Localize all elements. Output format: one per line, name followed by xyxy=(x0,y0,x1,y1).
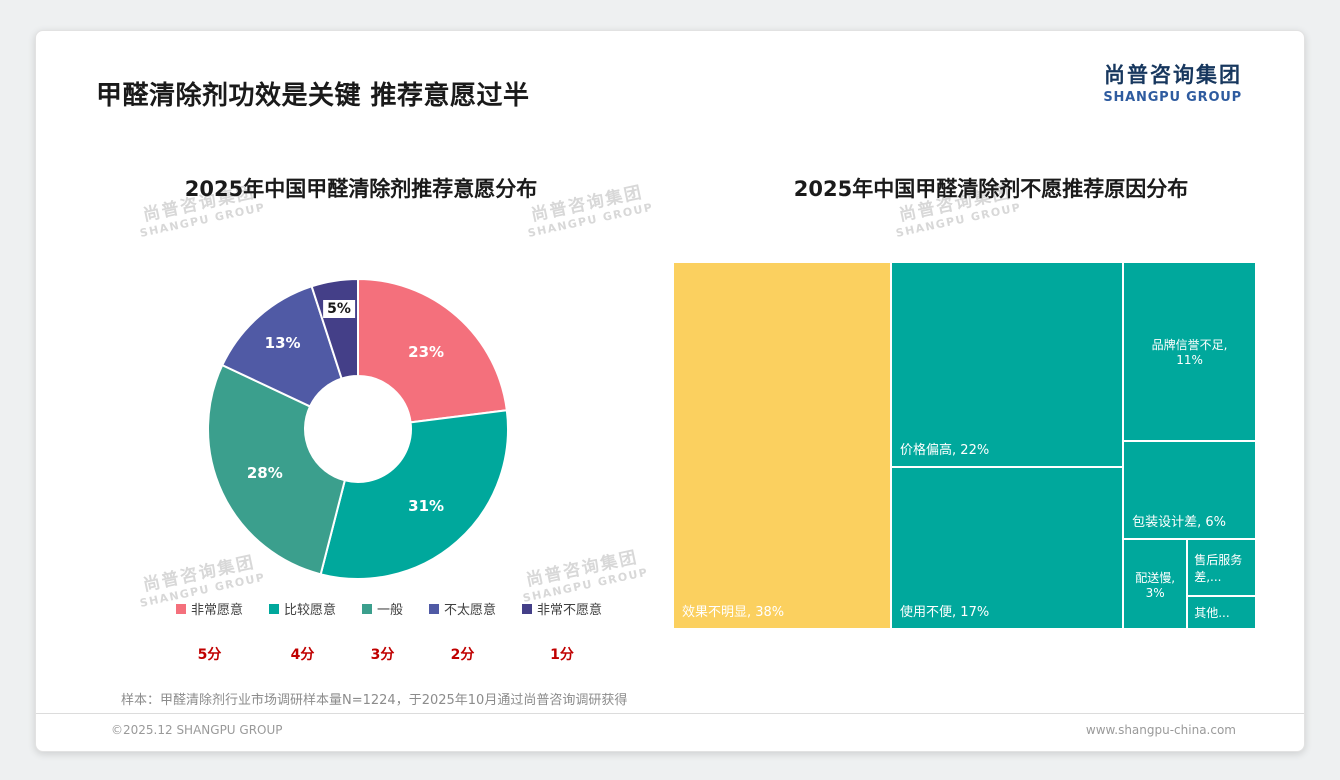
watermark: 尚普咨询集团 SHANGPU GROUP xyxy=(521,547,650,605)
legend-column: 非常不愿意 1分 xyxy=(522,599,602,664)
donut-segment-label: 28% xyxy=(246,463,283,482)
treemap-block: 使用不便, 17% xyxy=(891,467,1124,629)
treemap-chart: 效果不明显, 38% 价格偏高, 22% 使用不便, 17% 品牌信誉不足, 11% 包… xyxy=(673,262,1256,629)
logo: 尚普咨询集团 SHANGPU GROUP xyxy=(1103,59,1242,105)
treemap-block: 价格偏高, 22% xyxy=(891,262,1124,468)
legend-score: 3分 xyxy=(370,647,395,663)
slide-card: 甲醛清除剂功效是关键 推荐意愿过半 尚普咨询集团 SHANGPU GROUP 尚… xyxy=(35,30,1305,752)
treemap-block: 售后服务差,... xyxy=(1187,539,1256,596)
treemap-block-label: 包装设计差, 6% xyxy=(1132,515,1226,531)
legend-swatch xyxy=(268,603,279,614)
legend-item: 不太愿意 xyxy=(429,599,496,618)
footer-divider xyxy=(36,713,1304,714)
legend-swatch xyxy=(175,603,186,614)
legend-label: 比较愿意 xyxy=(283,603,336,618)
legend-column: 比较愿意 4分 xyxy=(268,599,336,664)
legend-item: 非常愿意 xyxy=(175,599,243,618)
donut-svg xyxy=(207,278,509,580)
donut-segment xyxy=(221,285,343,408)
donut-legend: 非常愿意 5分 比较愿意 4分 一般 3分 不太愿意 2分 非常不愿意 1分 xyxy=(124,599,654,664)
legend-score: 5分 xyxy=(197,647,222,663)
legend-swatch xyxy=(429,603,439,614)
footer-copyright: ©2025.12 SHANGPU GROUP xyxy=(111,723,283,737)
treemap-block-label: 售后服务差,... xyxy=(1194,552,1243,584)
donut-segment-label: 13% xyxy=(264,334,301,353)
sample-note: 样本：甲醛清除剂行业市场调研样本量N=1224，于2025年10月通过尚普咨询调… xyxy=(121,693,628,708)
logo-en: SHANGPU GROUP xyxy=(1103,90,1242,105)
page-title: 甲醛清除剂功效是关键 推荐意愿过半 xyxy=(96,81,530,111)
treemap-block: 包装设计差, 6% xyxy=(1123,441,1256,540)
donut-segment-label: 23% xyxy=(408,342,445,361)
treemap-chart-title: 2025年中国甲醛清除剂不愿推荐原因分布 xyxy=(793,177,1189,201)
treemap-block-label: 价格偏高, 22% xyxy=(900,443,990,459)
donut-chart: 23% 31% 28% 13% 5% xyxy=(193,264,523,594)
donut-segment xyxy=(319,409,509,580)
treemap-block: 配送慢, 3% xyxy=(1123,539,1188,629)
donut-segment xyxy=(357,278,508,424)
donut-chart-title: 2025年中国甲醛清除剂推荐意愿分布 xyxy=(184,177,538,201)
treemap-block: 其他... xyxy=(1187,595,1256,629)
legend-score: 1分 xyxy=(550,647,574,663)
legend-label: 非常不愿意 xyxy=(537,603,603,618)
legend-score: 2分 xyxy=(450,647,475,663)
footer-website: www.shangpu-china.com xyxy=(1085,723,1236,737)
donut-segment-label: 31% xyxy=(408,497,445,516)
legend-item: 非常不愿意 xyxy=(522,599,602,618)
legend-label: 不太愿意 xyxy=(444,603,497,618)
legend-column: 非常愿意 5分 xyxy=(175,599,243,664)
treemap-block-label: 效果不明显, 38% xyxy=(682,605,785,620)
treemap-block-label: 其他... xyxy=(1194,605,1230,620)
logo-cn: 尚普咨询集团 xyxy=(1104,63,1242,87)
legend-column: 一般 3分 xyxy=(361,599,403,664)
donut-segment-label: 5% xyxy=(323,300,355,319)
legend-score: 4分 xyxy=(290,647,315,663)
treemap-block-label: 配送慢, 3% xyxy=(1135,570,1176,600)
legend-label: 一般 xyxy=(376,603,403,618)
legend-swatch xyxy=(522,603,533,614)
legend-column: 不太愿意 2分 xyxy=(429,599,496,664)
donut-segment xyxy=(207,364,346,576)
treemap-block: 效果不明显, 38% xyxy=(673,262,892,629)
legend-item: 一般 xyxy=(361,599,403,618)
treemap-block: 品牌信誉不足, 11% xyxy=(1123,262,1256,442)
legend-item: 比较愿意 xyxy=(268,599,336,618)
treemap-block-label: 使用不便, 17% xyxy=(900,604,990,620)
treemap-block-label: 品牌信誉不足, 11% xyxy=(1151,338,1228,368)
legend-label: 非常愿意 xyxy=(190,603,243,618)
legend-swatch xyxy=(361,603,372,614)
